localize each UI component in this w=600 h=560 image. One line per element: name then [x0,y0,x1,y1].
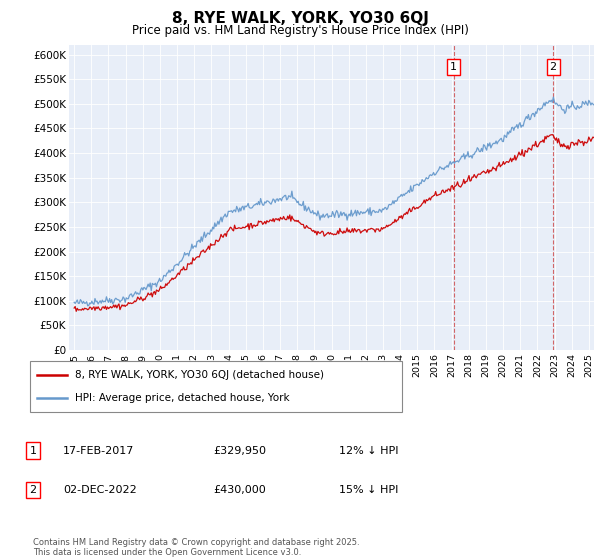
Text: 8, RYE WALK, YORK, YO30 6QJ: 8, RYE WALK, YORK, YO30 6QJ [172,11,428,26]
Text: £329,950: £329,950 [213,446,266,456]
Text: HPI: Average price, detached house, York: HPI: Average price, detached house, York [74,393,289,403]
Text: £430,000: £430,000 [213,485,266,495]
Text: 15% ↓ HPI: 15% ↓ HPI [339,485,398,495]
Text: 1: 1 [450,62,457,72]
Text: 2: 2 [550,62,557,72]
Text: Contains HM Land Registry data © Crown copyright and database right 2025.
This d: Contains HM Land Registry data © Crown c… [33,538,359,557]
Text: 8, RYE WALK, YORK, YO30 6QJ (detached house): 8, RYE WALK, YORK, YO30 6QJ (detached ho… [74,370,323,380]
FancyBboxPatch shape [30,361,402,412]
Text: 1: 1 [29,446,37,456]
Text: 17-FEB-2017: 17-FEB-2017 [63,446,134,456]
Text: 2: 2 [29,485,37,495]
Text: 12% ↓ HPI: 12% ↓ HPI [339,446,398,456]
Text: 02-DEC-2022: 02-DEC-2022 [63,485,137,495]
Text: Price paid vs. HM Land Registry's House Price Index (HPI): Price paid vs. HM Land Registry's House … [131,24,469,36]
